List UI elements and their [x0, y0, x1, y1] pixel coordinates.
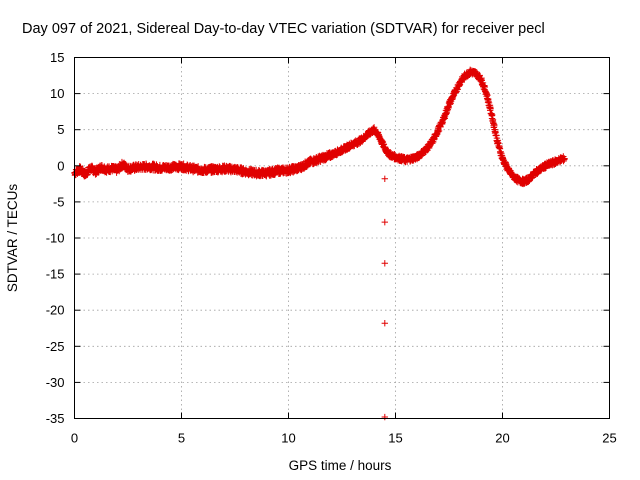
data-point: [489, 111, 496, 119]
data-layer: [71, 66, 568, 421]
y-tick-label: -5: [53, 194, 65, 209]
tick-layer: 0 5 10 15 20 25 15 10 5 0 -5 -10 -15 -20 -25 -30 -35: [46, 50, 617, 446]
y-tick-label: -10: [46, 231, 65, 246]
x-tick-label: 5: [178, 431, 185, 446]
y-tick-label: 0: [57, 158, 64, 173]
y-tick-label: 15: [50, 50, 64, 65]
x-axis-label: GPS time / hours: [289, 458, 392, 473]
grid-layer: [74, 57, 610, 419]
x-tick-label: 20: [495, 431, 509, 446]
x-tick-label: 0: [71, 431, 78, 446]
outlier-point: [381, 218, 388, 226]
outlier-point: [381, 319, 388, 327]
y-axis-label: SDTVAR / TECUs: [5, 184, 20, 293]
y-tick-label: -25: [46, 339, 65, 354]
y-tick-label: -35: [46, 411, 65, 426]
y-tick-label: -30: [46, 375, 65, 390]
data-point: [561, 155, 568, 162]
x-tick-label: 25: [602, 431, 616, 446]
y-tick-label: -15: [46, 267, 65, 282]
y-tick-label: 5: [57, 122, 64, 137]
outlier-point: [381, 175, 388, 182]
outlier-point: [381, 413, 388, 421]
y-tick-label: -20: [46, 303, 65, 318]
chart-title: Day 097 of 2021, Sidereal Day-to-day VTE…: [22, 21, 545, 37]
y-tick-label: 10: [50, 86, 64, 101]
x-tick-label: 10: [281, 431, 295, 446]
x-tick-label: 15: [388, 431, 402, 446]
outlier-point: [381, 260, 388, 267]
